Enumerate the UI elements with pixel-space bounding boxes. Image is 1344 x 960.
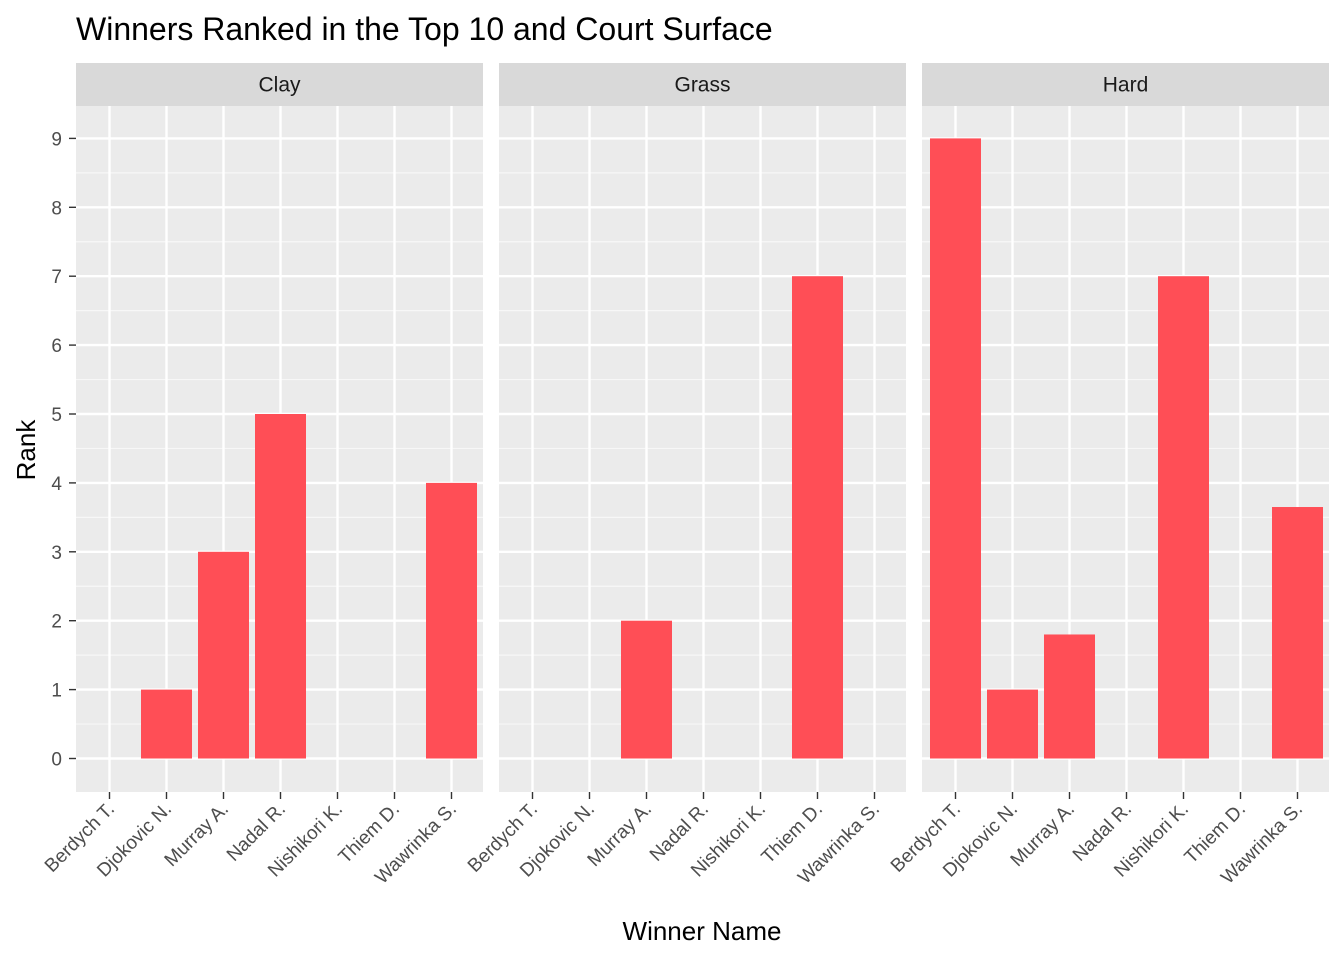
y-axis: 0 1 2 3 4 5 6 7 8 9 — [51, 129, 76, 771]
bar-grass-murray-a — [621, 620, 672, 759]
bar-clay-murray-a — [198, 551, 249, 759]
facet-strip-label: Hard — [1103, 74, 1149, 97]
y-tick-label: 1 — [51, 681, 62, 702]
y-tick-label: 9 — [51, 129, 62, 150]
bar-hard-nishikori-k — [1158, 276, 1209, 759]
y-tick-label: 6 — [51, 336, 62, 357]
facet-strip-label: Clay — [258, 74, 301, 97]
bar-clay-djokovic-n — [141, 689, 192, 759]
facet-strip — [922, 63, 1329, 106]
bar-hard-djokovic-n — [987, 689, 1038, 759]
facet-strip — [76, 63, 483, 106]
bar-hard-berdych-t — [930, 138, 981, 759]
y-tick-label: 3 — [51, 543, 62, 564]
y-tick-label: 7 — [51, 267, 62, 288]
facet-strip — [499, 63, 906, 106]
y-tick-label: 8 — [51, 198, 62, 219]
y-axis-title: Rank — [11, 419, 41, 481]
bar-clay-nadal-r — [255, 414, 306, 759]
y-tick-label: 2 — [51, 612, 62, 633]
y-tick-label: 5 — [51, 405, 62, 426]
chart-title: Winners Ranked in the Top 10 and Court S… — [76, 11, 773, 47]
bar-grass-thiem-d — [792, 276, 843, 759]
y-tick-label: 4 — [51, 474, 62, 495]
bar-hard-wawrinka-s — [1272, 507, 1323, 759]
x-axis-title: Winner Name — [623, 916, 782, 946]
facet-strip-label: Grass — [674, 74, 730, 97]
bar-clay-wawrinka-s — [426, 482, 477, 759]
y-tick-label: 0 — [51, 750, 62, 771]
bar-hard-murray-a — [1044, 634, 1095, 759]
